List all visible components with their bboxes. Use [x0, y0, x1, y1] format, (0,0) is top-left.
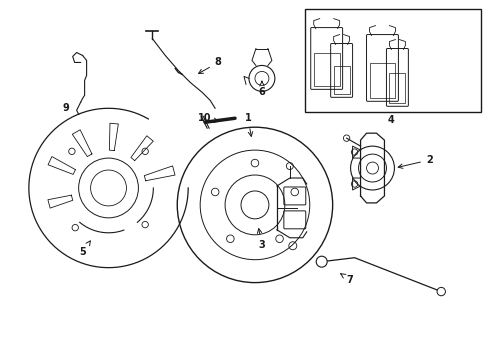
Text: 3: 3 — [257, 229, 265, 250]
Text: 8: 8 — [198, 58, 221, 73]
Bar — [369, 63, 395, 98]
Bar — [388, 73, 405, 103]
Bar — [313, 54, 339, 86]
Text: 9: 9 — [62, 103, 69, 113]
Text: 6: 6 — [258, 81, 265, 97]
Circle shape — [316, 256, 326, 267]
Text: 1: 1 — [244, 113, 252, 136]
Text: 7: 7 — [340, 274, 352, 285]
Circle shape — [436, 287, 445, 296]
Text: 5: 5 — [79, 241, 90, 257]
Text: 10: 10 — [198, 113, 218, 123]
Bar — [333, 66, 349, 94]
Text: 2: 2 — [397, 155, 432, 168]
Bar — [304, 9, 480, 112]
Text: 4: 4 — [387, 115, 394, 125]
